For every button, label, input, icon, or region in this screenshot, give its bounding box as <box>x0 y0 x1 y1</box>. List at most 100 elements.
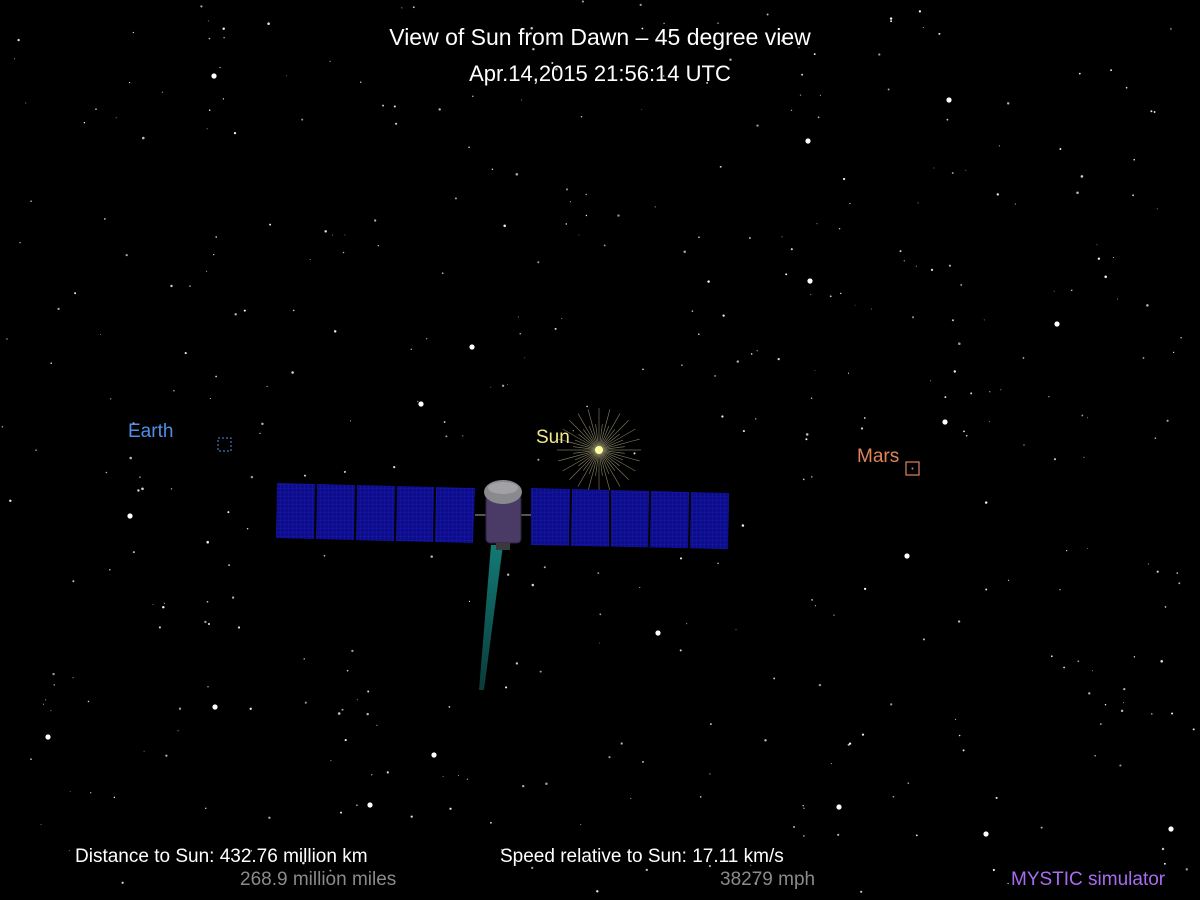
star <box>301 118 304 121</box>
star <box>962 749 965 752</box>
star <box>52 672 55 676</box>
star <box>957 620 961 623</box>
star <box>930 268 934 272</box>
star <box>849 202 851 205</box>
star <box>1133 656 1136 658</box>
star <box>395 122 398 125</box>
star <box>578 234 580 236</box>
sun-ray <box>558 449 600 462</box>
star <box>1023 444 1025 446</box>
sun-ray <box>598 449 636 472</box>
sun-ray <box>558 438 600 451</box>
star <box>45 699 47 701</box>
star <box>132 422 135 425</box>
star <box>755 872 757 874</box>
star <box>1078 72 1081 75</box>
star <box>1097 257 1101 260</box>
star <box>250 849 253 852</box>
star <box>125 253 128 257</box>
star <box>918 10 922 13</box>
speed-mph-readout: 38279 mph <box>720 869 816 890</box>
star <box>1151 713 1153 715</box>
star <box>654 206 656 208</box>
star <box>250 475 254 479</box>
sun-ray <box>598 433 620 451</box>
star <box>998 145 1000 147</box>
star <box>517 316 519 318</box>
star <box>501 384 505 387</box>
star <box>1040 826 1043 829</box>
star <box>233 132 237 135</box>
star <box>208 37 211 40</box>
star <box>110 398 112 400</box>
star <box>984 501 988 504</box>
star <box>386 771 389 774</box>
star <box>554 327 557 330</box>
star <box>679 649 682 652</box>
star <box>426 338 428 340</box>
star <box>445 435 448 438</box>
star <box>714 375 716 377</box>
star <box>814 605 816 607</box>
sun-ray <box>569 449 600 480</box>
star <box>100 334 102 336</box>
star <box>1059 148 1062 150</box>
star <box>349 420 352 422</box>
star <box>679 557 683 560</box>
star <box>755 418 757 420</box>
star <box>729 58 732 61</box>
star <box>304 701 307 704</box>
star <box>793 826 795 828</box>
star <box>1119 764 1122 767</box>
star <box>922 638 925 641</box>
star <box>545 782 548 785</box>
star <box>790 109 793 111</box>
star <box>454 197 457 200</box>
star <box>603 244 606 247</box>
star <box>330 760 332 762</box>
star <box>206 270 208 272</box>
star <box>1110 69 1113 72</box>
star <box>915 834 918 837</box>
sun-ray <box>574 449 600 461</box>
mars-dot <box>911 467 914 470</box>
star <box>531 583 535 587</box>
star <box>462 435 464 437</box>
star <box>706 81 709 84</box>
star <box>1083 456 1085 458</box>
star <box>848 742 852 745</box>
star <box>376 724 378 726</box>
star <box>1176 572 1179 574</box>
star <box>206 128 208 130</box>
sun-ray <box>569 420 600 451</box>
star <box>890 703 893 706</box>
star <box>863 587 867 591</box>
star <box>630 797 632 800</box>
star <box>490 386 492 388</box>
star <box>922 26 924 29</box>
star <box>45 734 51 740</box>
star <box>206 540 209 544</box>
sun-ray <box>598 439 624 451</box>
star <box>870 308 872 310</box>
star <box>662 75 665 77</box>
star <box>811 599 813 601</box>
sun-ray <box>582 449 600 471</box>
star <box>1120 709 1124 713</box>
star <box>95 108 97 110</box>
star <box>633 452 636 455</box>
star <box>1091 670 1093 672</box>
star <box>1076 191 1079 195</box>
star <box>286 75 288 77</box>
star <box>105 471 108 474</box>
star <box>74 292 77 295</box>
star <box>799 94 802 96</box>
star <box>756 350 758 352</box>
star <box>805 138 811 144</box>
star <box>829 295 832 298</box>
star <box>963 430 965 433</box>
star <box>142 136 145 140</box>
star <box>798 47 800 49</box>
thruster-nozzle <box>496 543 510 550</box>
star <box>128 81 131 84</box>
